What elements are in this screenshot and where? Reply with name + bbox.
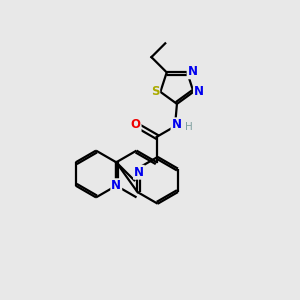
Text: H: H	[184, 122, 192, 132]
Text: N: N	[172, 118, 182, 131]
Text: N: N	[194, 85, 204, 98]
Text: N: N	[111, 179, 121, 192]
Text: N: N	[188, 65, 198, 78]
Text: O: O	[130, 118, 141, 131]
Text: N: N	[134, 166, 144, 179]
Text: S: S	[151, 85, 159, 98]
